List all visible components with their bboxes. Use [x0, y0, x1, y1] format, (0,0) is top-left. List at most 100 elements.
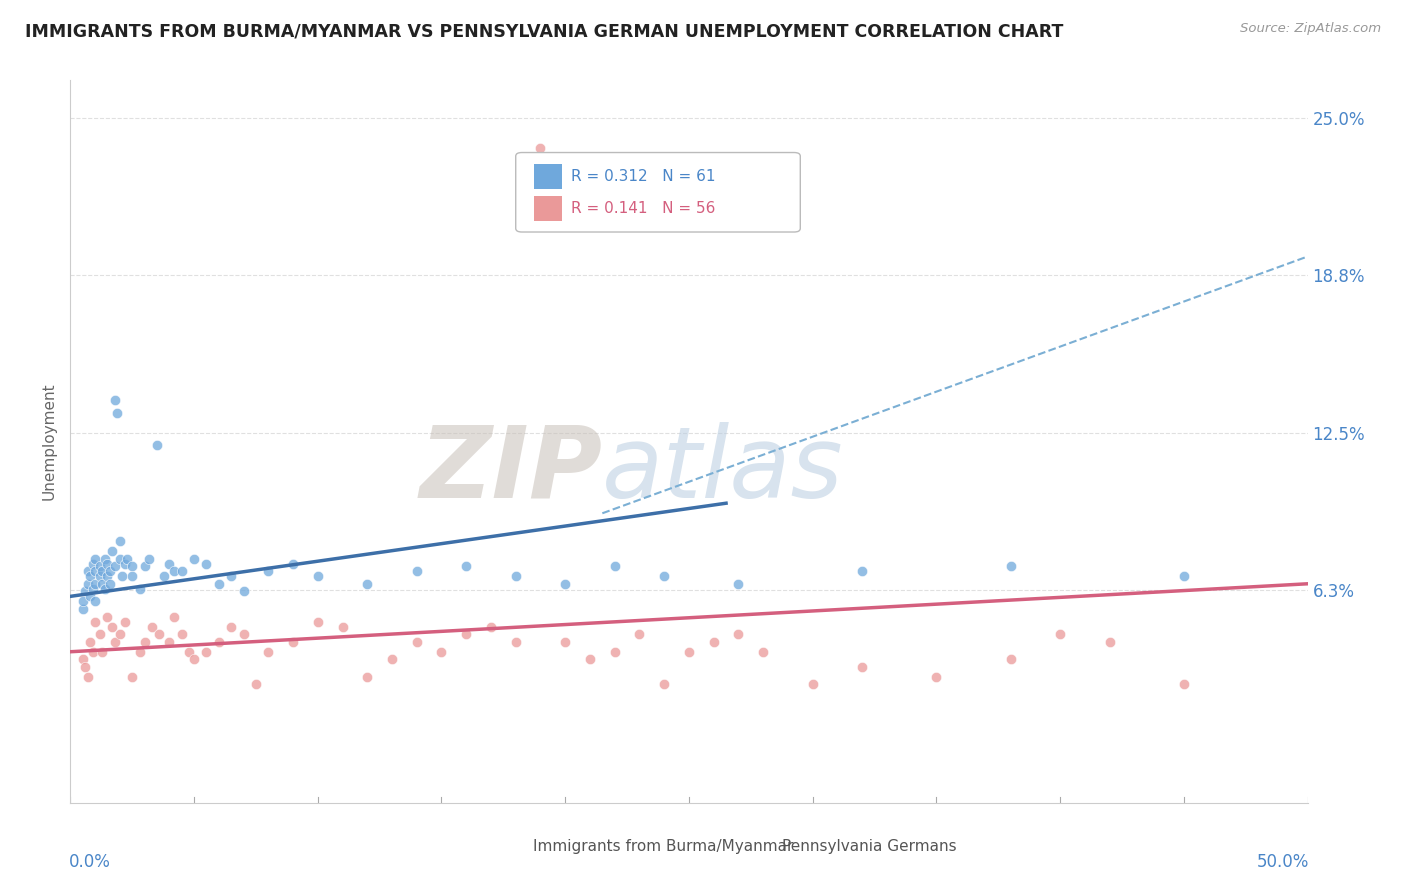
Point: [381, 652, 404, 666]
Point: [851, 564, 873, 578]
Point: [727, 576, 749, 591]
Point: [91, 564, 114, 578]
Point: [138, 551, 160, 566]
Point: [134, 634, 156, 648]
Point: [851, 660, 873, 674]
Point: [801, 677, 824, 691]
Point: [245, 677, 267, 691]
Point: [82, 582, 104, 596]
Point: [183, 652, 205, 666]
Text: ZIP: ZIP: [419, 422, 602, 519]
Point: [219, 619, 242, 633]
Point: [1000, 652, 1022, 666]
Point: [108, 533, 131, 548]
Point: [456, 627, 478, 641]
Text: R = 0.312   N = 61: R = 0.312 N = 61: [571, 169, 716, 184]
Point: [101, 544, 124, 558]
Point: [76, 670, 98, 684]
Point: [157, 557, 180, 571]
Point: [1000, 559, 1022, 574]
Point: [111, 569, 134, 583]
Point: [72, 602, 94, 616]
Point: [479, 619, 502, 633]
Point: [84, 564, 107, 578]
Point: [121, 670, 143, 684]
Point: [153, 569, 176, 583]
Point: [84, 594, 107, 608]
Point: [177, 645, 200, 659]
Point: [529, 141, 551, 155]
Point: [356, 670, 378, 684]
Point: [121, 559, 143, 574]
Point: [91, 645, 114, 659]
Text: 50.0%: 50.0%: [1257, 854, 1309, 871]
Point: [82, 645, 104, 659]
Point: [72, 652, 94, 666]
Point: [195, 645, 218, 659]
Point: [208, 634, 231, 648]
Point: [101, 619, 124, 633]
Point: [98, 564, 121, 578]
Point: [96, 569, 118, 583]
Point: [307, 569, 329, 583]
Point: [114, 615, 136, 629]
Point: [332, 619, 354, 633]
Point: [79, 569, 101, 583]
Bar: [498, 837, 524, 857]
Text: 0.0%: 0.0%: [69, 854, 111, 871]
Point: [281, 634, 304, 648]
Point: [232, 584, 254, 599]
Point: [96, 557, 118, 571]
Point: [75, 660, 97, 674]
Text: R = 0.141   N = 56: R = 0.141 N = 56: [571, 201, 716, 216]
Point: [79, 590, 101, 604]
Point: [405, 634, 427, 648]
Point: [430, 645, 453, 659]
Point: [505, 634, 527, 648]
Point: [232, 627, 254, 641]
Point: [104, 634, 127, 648]
Point: [108, 627, 131, 641]
Point: [94, 551, 117, 566]
Bar: [534, 195, 561, 221]
Point: [195, 557, 218, 571]
Point: [94, 582, 117, 596]
Point: [752, 645, 775, 659]
Point: [84, 576, 107, 591]
Point: [727, 627, 749, 641]
Point: [925, 670, 948, 684]
Point: [652, 677, 675, 691]
Point: [105, 406, 128, 420]
Point: [554, 634, 576, 648]
Point: [163, 609, 186, 624]
Point: [148, 627, 170, 641]
Point: [82, 557, 104, 571]
Point: [356, 576, 378, 591]
Bar: [745, 837, 772, 857]
Point: [405, 564, 427, 578]
Point: [89, 627, 111, 641]
Point: [114, 557, 136, 571]
Y-axis label: Unemployment: Unemployment: [42, 383, 58, 500]
Point: [121, 569, 143, 583]
Point: [75, 584, 97, 599]
Point: [128, 582, 150, 596]
Point: [628, 627, 651, 641]
Point: [163, 564, 186, 578]
Point: [115, 551, 138, 566]
Point: [146, 438, 169, 452]
Text: Source: ZipAtlas.com: Source: ZipAtlas.com: [1240, 22, 1381, 36]
Point: [1049, 627, 1071, 641]
Point: [652, 569, 675, 583]
Point: [108, 551, 131, 566]
Point: [208, 576, 231, 591]
Point: [79, 634, 101, 648]
Point: [1098, 634, 1121, 648]
Point: [157, 634, 180, 648]
Point: [104, 559, 127, 574]
Point: [96, 609, 118, 624]
Point: [134, 559, 156, 574]
Text: Pennsylvania Germans: Pennsylvania Germans: [782, 839, 956, 855]
Point: [128, 645, 150, 659]
Text: Immigrants from Burma/Myanmar: Immigrants from Burma/Myanmar: [533, 839, 793, 855]
